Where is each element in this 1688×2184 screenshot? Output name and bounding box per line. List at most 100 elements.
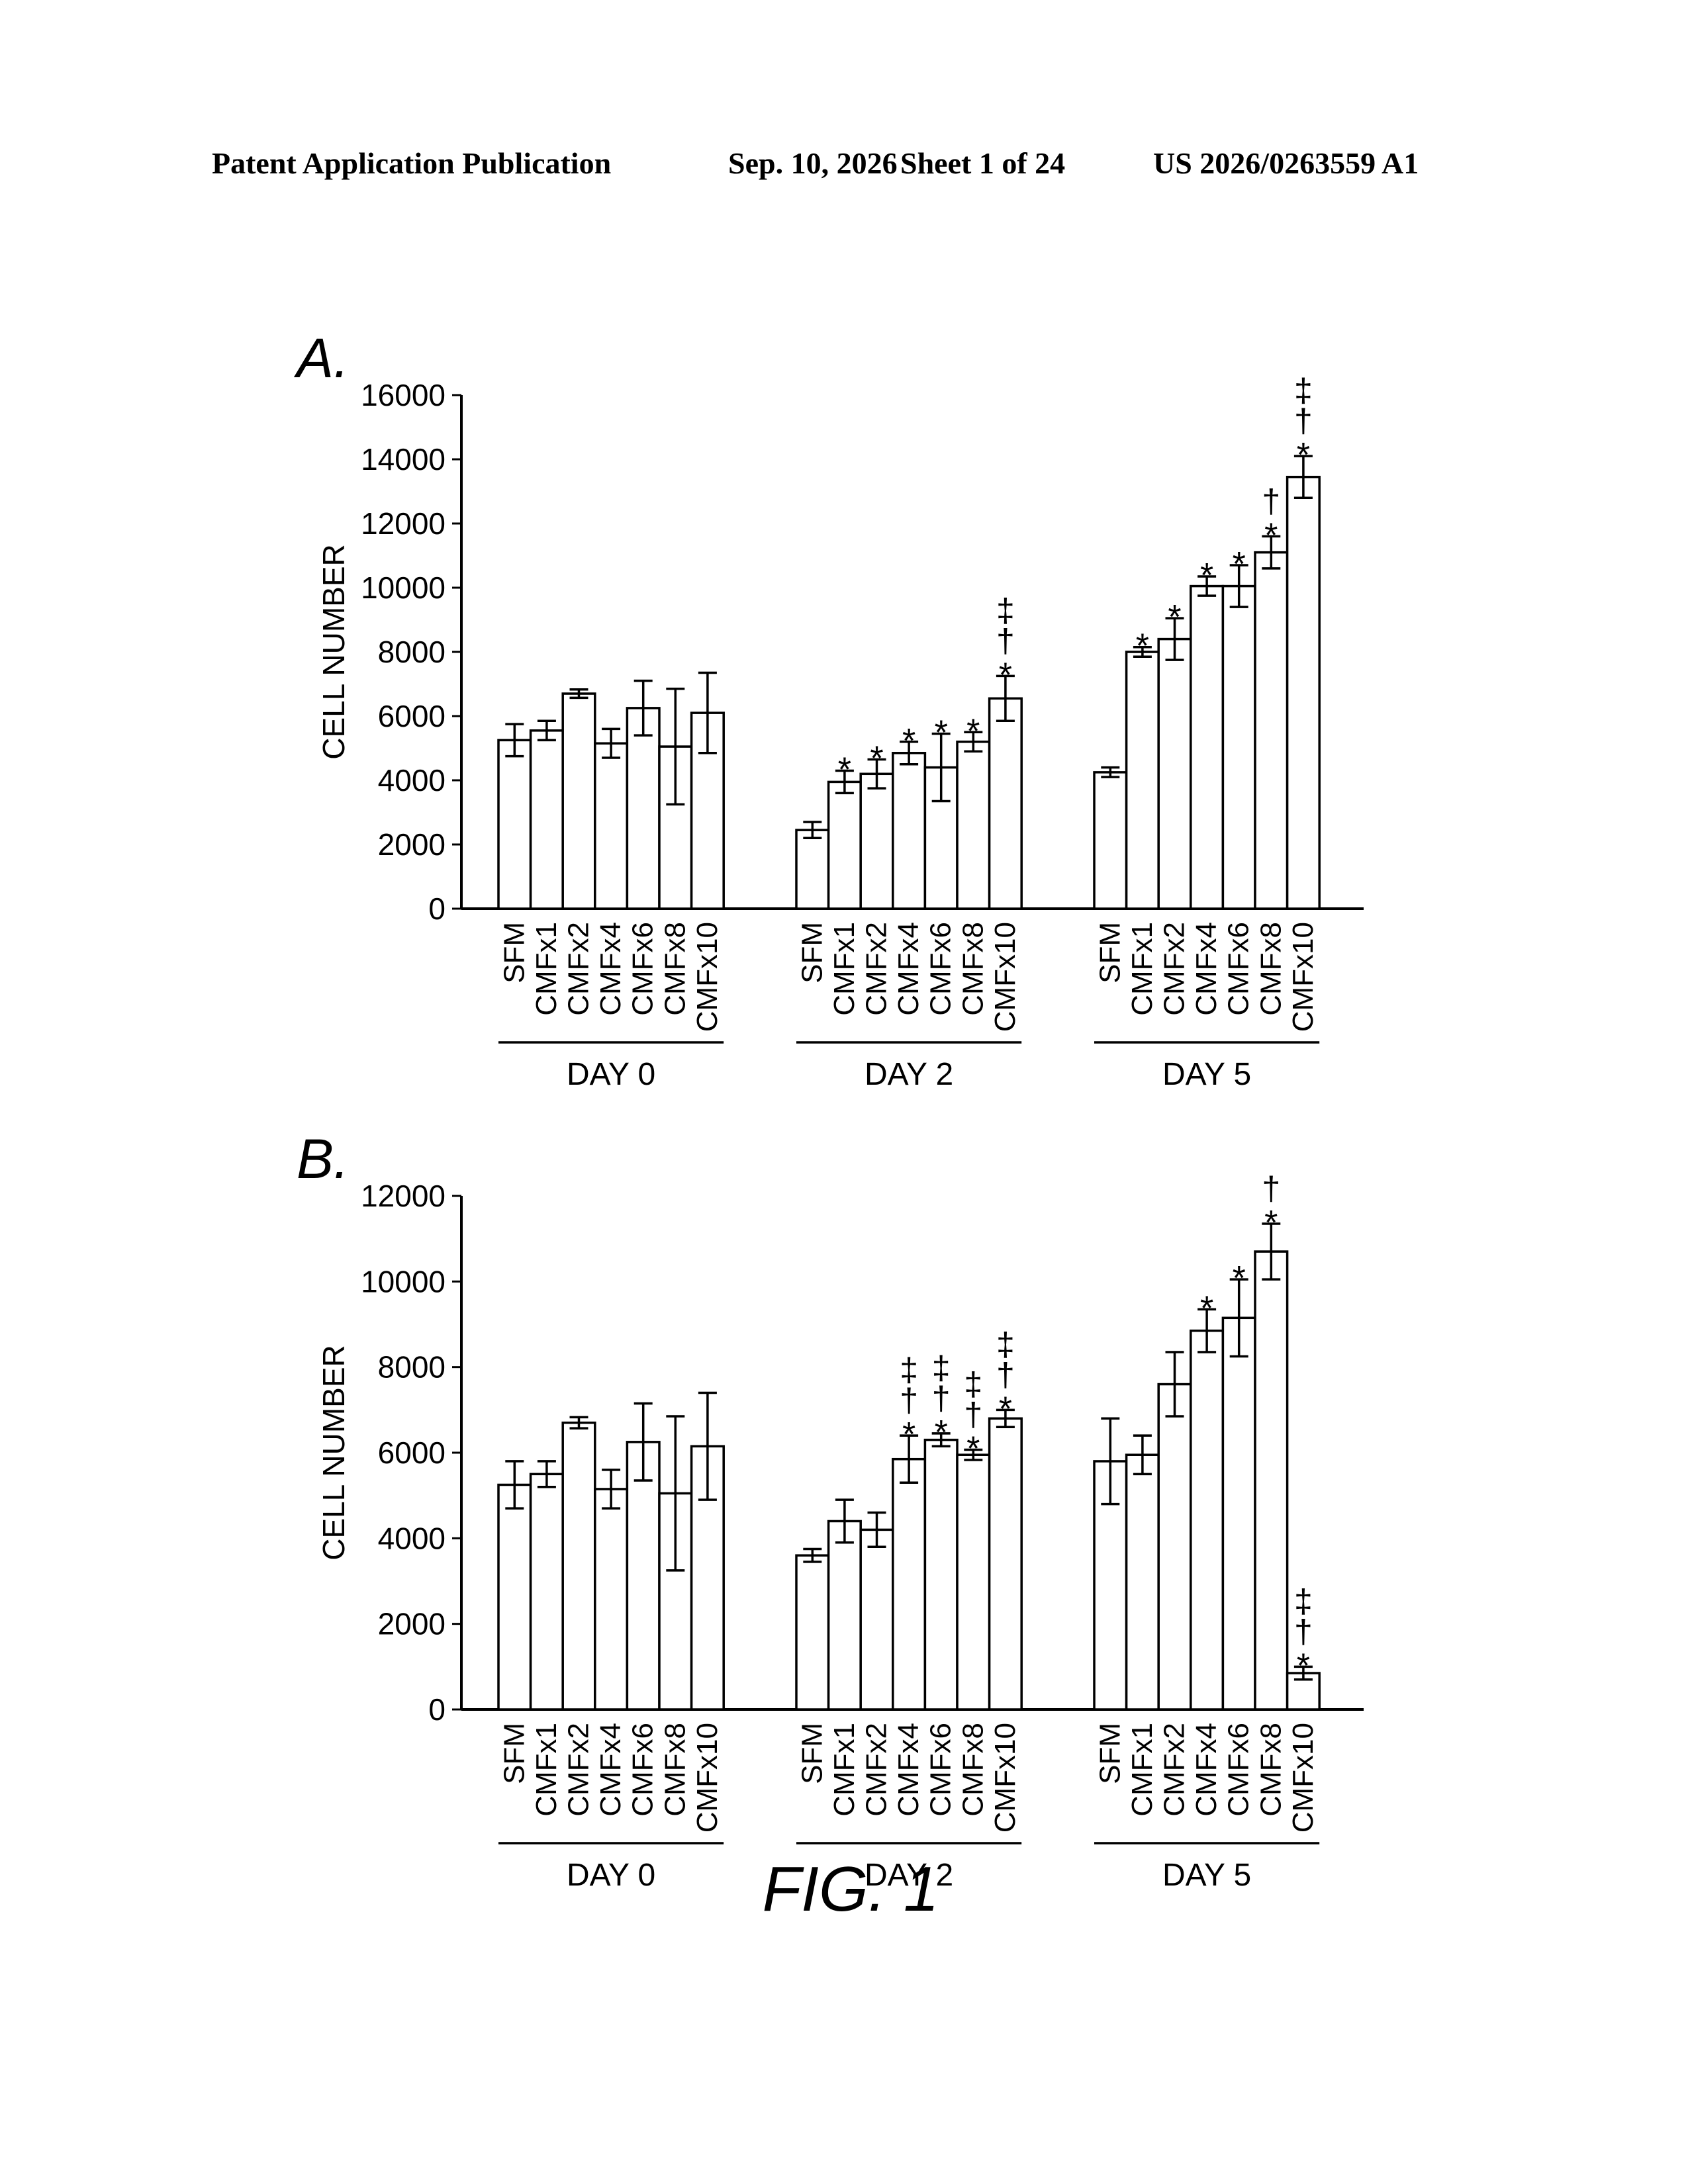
chartb-category-label: SFM <box>498 1723 530 1784</box>
charta-category-label: CMFx6 <box>627 922 659 1016</box>
header-date: Sep. 10, 2026 <box>728 146 898 181</box>
chartb-significance-mark: * <box>1297 1647 1310 1685</box>
chartb-category-label: CMFx10 <box>691 1723 724 1833</box>
charta-bar <box>1288 477 1320 909</box>
header-sheet: Sheet 1 of 24 <box>900 146 1065 181</box>
header-publication: Patent Application Publication <box>212 146 611 181</box>
chartb-panel-label: B. <box>297 1128 349 1190</box>
charta-category-label: SFM <box>796 922 828 983</box>
chartb-significance-mark: † <box>1262 1170 1280 1207</box>
charta-y-tick-label: 2000 <box>378 827 445 862</box>
chartb-category-label: CMFx1 <box>530 1723 563 1817</box>
charta-bar <box>1158 639 1191 909</box>
charta-category-label: CMFx10 <box>1287 922 1319 1032</box>
charta-category-label: CMFx1 <box>530 922 563 1016</box>
chart-panel-a: A.CELL NUMBER020004000600080001000012000… <box>0 318 1688 1059</box>
chart-panel-b: B.CELL NUMBER020004000600080001000012000… <box>0 1118 1688 1886</box>
charta-category-label: SFM <box>1094 922 1126 983</box>
chartb-category-label: CMFx8 <box>957 1723 989 1817</box>
chartb-significance-mark: * <box>966 1430 980 1468</box>
chartb-category-label: CMFx2 <box>861 1723 893 1817</box>
charta-category-label: CMFx2 <box>861 922 893 1016</box>
charta-y-tick-label: 4000 <box>378 763 445 797</box>
charta-bar <box>627 708 659 909</box>
charta-category-label: CMFx2 <box>1158 922 1191 1016</box>
charta-significance-mark: † <box>1262 482 1280 520</box>
charta-category-label: CMFx4 <box>1190 922 1223 1016</box>
figure-caption: FIG. 1 <box>763 1853 939 1926</box>
chartb-category-label: CMFx1 <box>828 1723 861 1817</box>
chartb-bar <box>1158 1385 1191 1709</box>
chartb-significance-mark: ‡ <box>1294 1582 1313 1619</box>
charta-y-axis-label: CELL NUMBER <box>316 544 351 759</box>
charta-bar <box>829 782 861 909</box>
charta-panel-label: A. <box>293 327 349 389</box>
chartb-significance-mark: * <box>999 1390 1012 1428</box>
charta-category-label: CMFx1 <box>828 922 861 1016</box>
chartb-category-label: CMFx8 <box>1254 1723 1287 1817</box>
charta-significance-mark: * <box>1136 627 1149 666</box>
charta-significance-mark: * <box>902 722 915 760</box>
charta-y-tick-label: 14000 <box>361 442 445 477</box>
chartb-category-label: SFM <box>1094 1723 1126 1784</box>
charta-category-label: CMFx2 <box>563 922 595 1016</box>
chartb-bar <box>893 1459 925 1709</box>
chartb-bar <box>990 1418 1022 1709</box>
chartb-y-tick-label: 12000 <box>361 1179 445 1213</box>
charta-group-label: DAY 0 <box>567 1057 655 1092</box>
charta-category-label: CMFx10 <box>989 922 1021 1032</box>
charta-significance-mark: * <box>1297 436 1310 475</box>
chartb-y-tick-label: 0 <box>428 1692 445 1727</box>
charta-category-label: CMFx6 <box>1223 922 1255 1016</box>
chartb-bar <box>498 1485 531 1710</box>
charta-category-label: CMFx8 <box>659 922 691 1016</box>
charta-y-tick-label: 6000 <box>378 699 445 733</box>
chartb-category-label: CMFx6 <box>925 1723 957 1817</box>
chartb-category-label: CMFx4 <box>892 1723 925 1817</box>
chartb-bar <box>531 1474 563 1709</box>
chartb-y-tick-label: 6000 <box>378 1435 445 1470</box>
chartb-bar <box>925 1440 957 1709</box>
charta-significance-mark: * <box>1264 516 1278 555</box>
charta-category-label: CMFx10 <box>691 922 724 1032</box>
charta-bar <box>531 731 563 909</box>
charta-bar <box>1191 586 1223 909</box>
chartb-category-label: CMFx8 <box>659 1723 691 1817</box>
charta-bar <box>861 774 893 909</box>
chartb-significance-mark: ‡ <box>996 1326 1015 1363</box>
header-number: US 2026/0263559 A1 <box>1153 146 1419 181</box>
charta-bar <box>1094 772 1127 909</box>
chartb-category-label: CMFx10 <box>989 1723 1021 1833</box>
chartb-bar <box>563 1423 595 1709</box>
chartb-bar <box>595 1489 628 1709</box>
charta-significance-mark: * <box>838 751 851 789</box>
charta-bar <box>1255 553 1288 909</box>
chartb-significance-mark: ‡ <box>932 1349 951 1387</box>
chartb-y-tick-label: 10000 <box>361 1264 445 1298</box>
charta-significance-mark: * <box>966 712 980 751</box>
charta-bar <box>1223 586 1255 909</box>
chartb-bar <box>1223 1318 1255 1709</box>
chartb-significance-mark: * <box>902 1416 915 1454</box>
chartb-category-label: CMFx2 <box>563 1723 595 1817</box>
charta-significance-mark: * <box>935 714 948 752</box>
charta-category-label: CMFx6 <box>925 922 957 1016</box>
charta-category-label: CMFx4 <box>594 922 627 1016</box>
charta-bar <box>990 698 1022 909</box>
chartb-significance-mark: ‡ <box>900 1351 918 1388</box>
chartb-bar <box>957 1455 990 1709</box>
chartb-category-label: CMFx1 <box>1126 1723 1158 1817</box>
chartb-bar <box>1127 1455 1159 1709</box>
chartb-y-tick-label: 4000 <box>378 1521 445 1555</box>
chartb-bar <box>1255 1251 1288 1709</box>
charta-category-label: SFM <box>498 922 530 983</box>
charta-bar <box>498 740 531 909</box>
charta-group-label: DAY 5 <box>1162 1057 1251 1092</box>
charta-category-label: CMFx4 <box>892 922 925 1016</box>
charta-y-tick-label: 10000 <box>361 570 445 605</box>
charta-bar <box>893 753 925 909</box>
charta-significance-mark: * <box>1200 557 1213 595</box>
chartb-y-tick-label: 2000 <box>378 1607 445 1641</box>
charta-bar <box>1127 652 1159 909</box>
charta-significance-mark: * <box>1168 598 1181 637</box>
